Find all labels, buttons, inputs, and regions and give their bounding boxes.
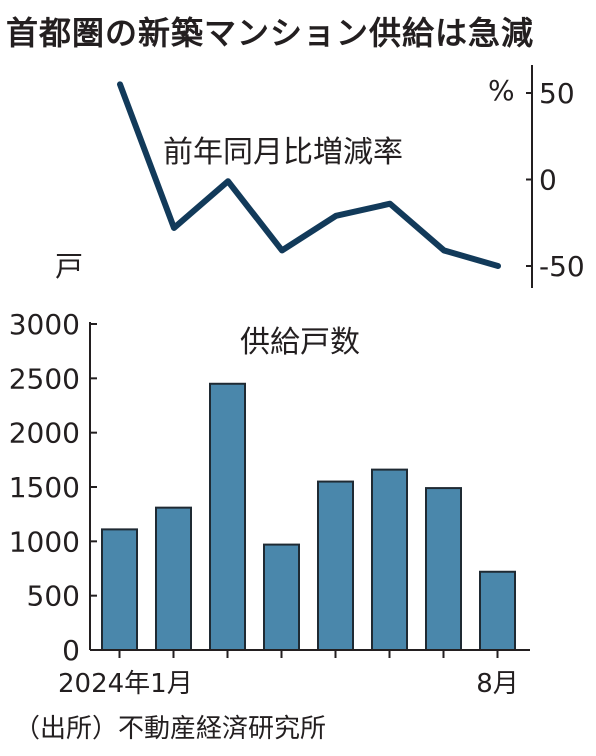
bar-x-ticks: 2024年1月 8月 bbox=[58, 650, 519, 699]
bar-y-tick-label: 0 bbox=[62, 634, 80, 667]
bar bbox=[101, 528, 138, 652]
bar-chart-title: 供給戸数 bbox=[240, 325, 360, 360]
bar bbox=[263, 543, 300, 651]
bar bbox=[209, 382, 246, 651]
line-y-tick-label: 50 bbox=[539, 77, 575, 110]
line-y-tick-label: 0 bbox=[539, 164, 557, 197]
bar-x-tick-label: 8月 bbox=[476, 669, 519, 699]
bar-y-tick-label: 2000 bbox=[9, 417, 80, 450]
bar-x-tick-label: 2024年1月 bbox=[58, 669, 193, 699]
line-unit-label: % bbox=[488, 74, 515, 107]
bar bbox=[479, 570, 516, 652]
bar bbox=[155, 506, 192, 651]
source-note: （出所）不動産経済研究所 bbox=[14, 714, 327, 744]
line-chart-title: 前年同月比増減率 bbox=[163, 135, 403, 170]
bar-y-ticks: 0 500 1000 1500 2000 2500 3000 bbox=[9, 308, 97, 667]
bar bbox=[425, 487, 462, 651]
line-series bbox=[117, 81, 501, 269]
bar-y-tick-label: 1000 bbox=[9, 525, 80, 558]
chart-title: 首都圏の新築マンション供給は急減 bbox=[6, 14, 535, 52]
bar-y-tick-label: 500 bbox=[27, 580, 80, 613]
bar-y-tick-label: 1500 bbox=[9, 471, 80, 504]
bar-y-tick-label: 3000 bbox=[9, 308, 80, 341]
bar-series bbox=[101, 382, 516, 652]
bar bbox=[371, 468, 408, 652]
line-chart: 50 0 -50 % 前年同月比増減率 bbox=[117, 65, 585, 288]
bar-y-tick-label: 2500 bbox=[9, 362, 80, 395]
bar bbox=[317, 480, 354, 652]
bar-unit-label: 戸 bbox=[55, 250, 83, 283]
line-y-tick-label: -50 bbox=[539, 250, 585, 283]
line-y-ticks: 50 0 -50 bbox=[526, 77, 585, 283]
bar-chart: 戸 供給戸数 0 500 1000 1500 2000 2500 3000 2024年1月 8… bbox=[9, 250, 530, 699]
